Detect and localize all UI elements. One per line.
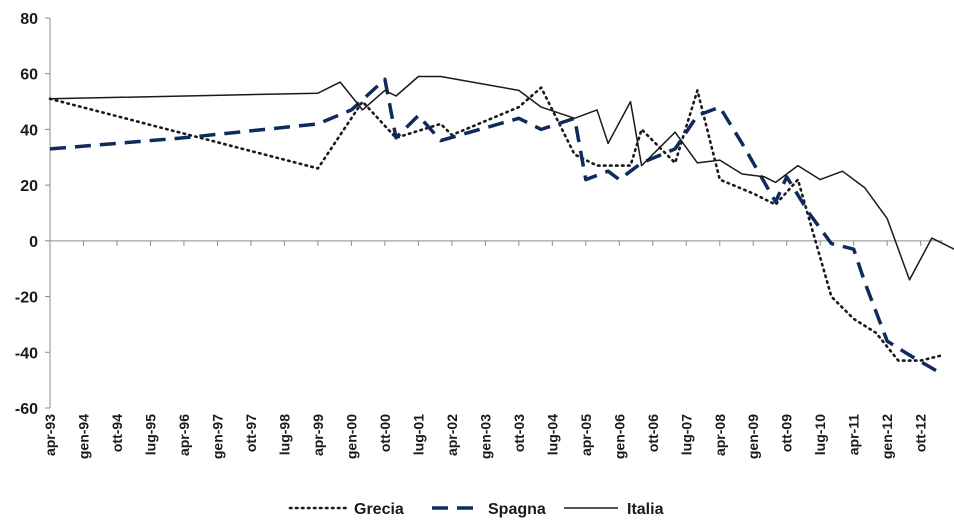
x-tick: gen-94 bbox=[75, 240, 91, 459]
x-tick: lug-10 bbox=[812, 240, 828, 455]
x-tick: ott-97 bbox=[243, 240, 259, 452]
chart-axes bbox=[49, 18, 943, 408]
y-tick-label: 0 bbox=[29, 234, 38, 251]
legend-label: Spagna bbox=[488, 501, 546, 518]
series-line-grecia bbox=[48, 86, 945, 362]
y-tick-label: -20 bbox=[15, 290, 38, 307]
x-tick: gen-03 bbox=[477, 240, 493, 459]
legend-item-italia: Italia bbox=[564, 501, 664, 518]
x-tick: gen-97 bbox=[209, 240, 225, 459]
legend-label: Italia bbox=[627, 501, 664, 518]
x-tick-label: gen-06 bbox=[611, 414, 627, 459]
series-line-italia bbox=[49, 75, 954, 281]
x-tick: lug-98 bbox=[276, 240, 292, 455]
x-tick: ott-94 bbox=[109, 240, 125, 452]
x-tick-label: gen-97 bbox=[209, 414, 225, 459]
x-tick-label: gen-12 bbox=[879, 414, 895, 459]
x-tick: ott-00 bbox=[377, 240, 393, 452]
x-tick-label: ott-00 bbox=[377, 414, 393, 452]
x-tick-label: apr-02 bbox=[444, 414, 460, 456]
x-tick: gen-09 bbox=[745, 240, 761, 459]
x-tick-label: apr-05 bbox=[578, 414, 594, 456]
y-tick: 80 bbox=[20, 11, 50, 28]
x-tick: ott-03 bbox=[511, 240, 527, 452]
x-tick-label: ott-09 bbox=[779, 414, 795, 452]
x-tick-label: ott-06 bbox=[645, 414, 661, 452]
x-tick-label: lug-98 bbox=[276, 414, 292, 455]
x-tick: lug-01 bbox=[410, 240, 426, 455]
y-tick: 60 bbox=[20, 67, 50, 84]
x-tick: ott-06 bbox=[645, 240, 661, 452]
series-lines bbox=[48, 75, 954, 377]
x-tick-label: gen-09 bbox=[745, 414, 761, 459]
x-tick: apr-11 bbox=[846, 240, 862, 455]
x-tick: gen-06 bbox=[611, 240, 627, 459]
x-tick: apr-93 bbox=[42, 240, 58, 456]
x-tick-label: ott-03 bbox=[511, 414, 527, 452]
y-axis-ticks: 80 60 40 20 0 -20 -40 -60 bbox=[15, 11, 50, 418]
x-tick-label: apr-08 bbox=[712, 414, 728, 456]
x-tick: lug-04 bbox=[544, 240, 560, 455]
x-tick: lug-07 bbox=[678, 240, 694, 455]
y-tick: 0 bbox=[29, 234, 50, 251]
x-tick: apr-99 bbox=[310, 240, 326, 456]
x-tick-label: gen-03 bbox=[477, 414, 493, 459]
x-tick-label: apr-99 bbox=[310, 414, 326, 456]
y-tick: -40 bbox=[15, 345, 50, 362]
y-tick-label: -60 bbox=[15, 401, 38, 418]
x-tick: ott-09 bbox=[779, 240, 795, 452]
x-tick: ott-12 bbox=[913, 240, 929, 452]
x-tick-label: gen-00 bbox=[343, 414, 359, 459]
x-tick-label: lug-95 bbox=[142, 414, 158, 455]
x-tick: lug-95 bbox=[142, 240, 158, 455]
x-tick: apr-05 bbox=[578, 240, 594, 456]
y-tick: 40 bbox=[20, 122, 50, 139]
x-tick-label: lug-07 bbox=[678, 414, 694, 455]
x-tick-label: apr-93 bbox=[42, 414, 58, 456]
x-tick-label: lug-10 bbox=[812, 414, 828, 455]
x-tick-label: gen-94 bbox=[75, 414, 91, 459]
y-tick: -60 bbox=[15, 401, 50, 418]
x-tick-label: ott-97 bbox=[243, 414, 259, 452]
x-axis-ticks: apr-93 gen-94 ott-94 lug-95 apr-96 gen-97 ott-… bbox=[42, 240, 929, 459]
series-line-spagna bbox=[49, 77, 944, 377]
y-tick-label: 20 bbox=[20, 178, 38, 195]
legend: Grecia Spagna Italia bbox=[288, 501, 664, 518]
x-tick-label: apr-96 bbox=[176, 414, 192, 456]
y-tick-label: 80 bbox=[20, 11, 38, 28]
x-tick: gen-12 bbox=[879, 240, 895, 459]
x-tick-label: ott-94 bbox=[109, 414, 125, 452]
legend-item-spagna: Spagna bbox=[432, 501, 546, 518]
y-tick-label: 40 bbox=[20, 122, 38, 139]
x-tick-label: lug-01 bbox=[410, 414, 426, 455]
x-tick: gen-00 bbox=[343, 240, 359, 459]
x-tick: apr-08 bbox=[712, 240, 728, 456]
x-tick: apr-96 bbox=[176, 240, 192, 456]
y-tick: 20 bbox=[20, 178, 50, 195]
legend-label: Grecia bbox=[354, 501, 404, 518]
x-tick-label: apr-11 bbox=[846, 414, 862, 455]
y-tick: -20 bbox=[15, 290, 50, 307]
legend-item-grecia: Grecia bbox=[288, 501, 404, 518]
y-tick-label: 60 bbox=[20, 67, 38, 84]
x-tick: apr-02 bbox=[444, 240, 460, 456]
x-tick-label: lug-04 bbox=[544, 414, 560, 455]
y-tick-label: -40 bbox=[15, 345, 38, 362]
x-tick-label: ott-12 bbox=[913, 414, 929, 452]
